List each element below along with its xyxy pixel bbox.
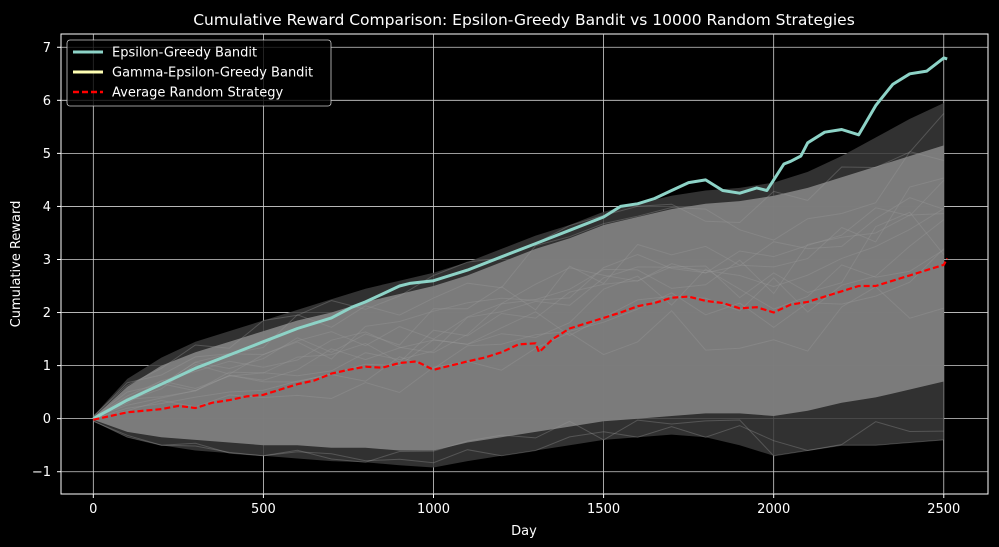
legend-label: Gamma-Epsilon-Greedy Bandit [112,66,313,81]
y-tick-label: −1 [32,465,51,480]
x-tick-label: 0 [89,502,97,517]
x-tick-label: 2000 [757,502,790,517]
y-axis-title: Cumulative Reward [9,201,24,328]
random-strategy-line [93,248,945,420]
series-line-0 [92,56,948,421]
y-tick-label: 1 [43,359,51,374]
random-strategy-line [93,177,944,418]
random-strategy-line [93,211,945,419]
x-tick-label: 1500 [587,502,620,517]
legend-label: Average Random Strategy [112,86,283,101]
random-strategy-line [93,213,944,419]
y-tick-label: 2 [43,306,51,321]
random-strategy-line [93,419,944,463]
random-strategy-line [93,197,944,418]
x-tick-label: 1000 [417,502,450,517]
legend-box [66,39,332,107]
x-axis-title: Day [511,524,537,539]
random-strategy-line [93,208,945,419]
random-strategy-line [93,249,945,419]
plot-area: 0 500 1000 1500 2000 2500 −1 0 1 2 3 4 5 6 7 Epsilon-Gr… [32,33,989,517]
y-tick-label: 4 [43,200,51,215]
y-tick-label: 6 [43,94,51,109]
legend: Epsilon-Greedy Bandit Gamma-Epsilon-Greed… [66,39,332,107]
random-strategies-band [93,145,944,451]
x-tick-label: 2500 [927,502,960,517]
random-strategy-line [93,286,944,420]
y-tick-label: 3 [43,253,51,268]
chart-title: Cumulative Reward Comparison: Epsilon-Gr… [193,11,855,29]
random-strategy-line [93,420,944,464]
y-tick-label: 7 [43,41,51,56]
series-line-2 [93,257,949,421]
random-strategy-line [93,219,945,419]
x-tick-label: 500 [251,502,276,517]
y-tick-label: 0 [43,412,51,427]
y-tick-label: 5 [43,147,51,162]
legend-label: Epsilon-Greedy Bandit [112,46,257,61]
